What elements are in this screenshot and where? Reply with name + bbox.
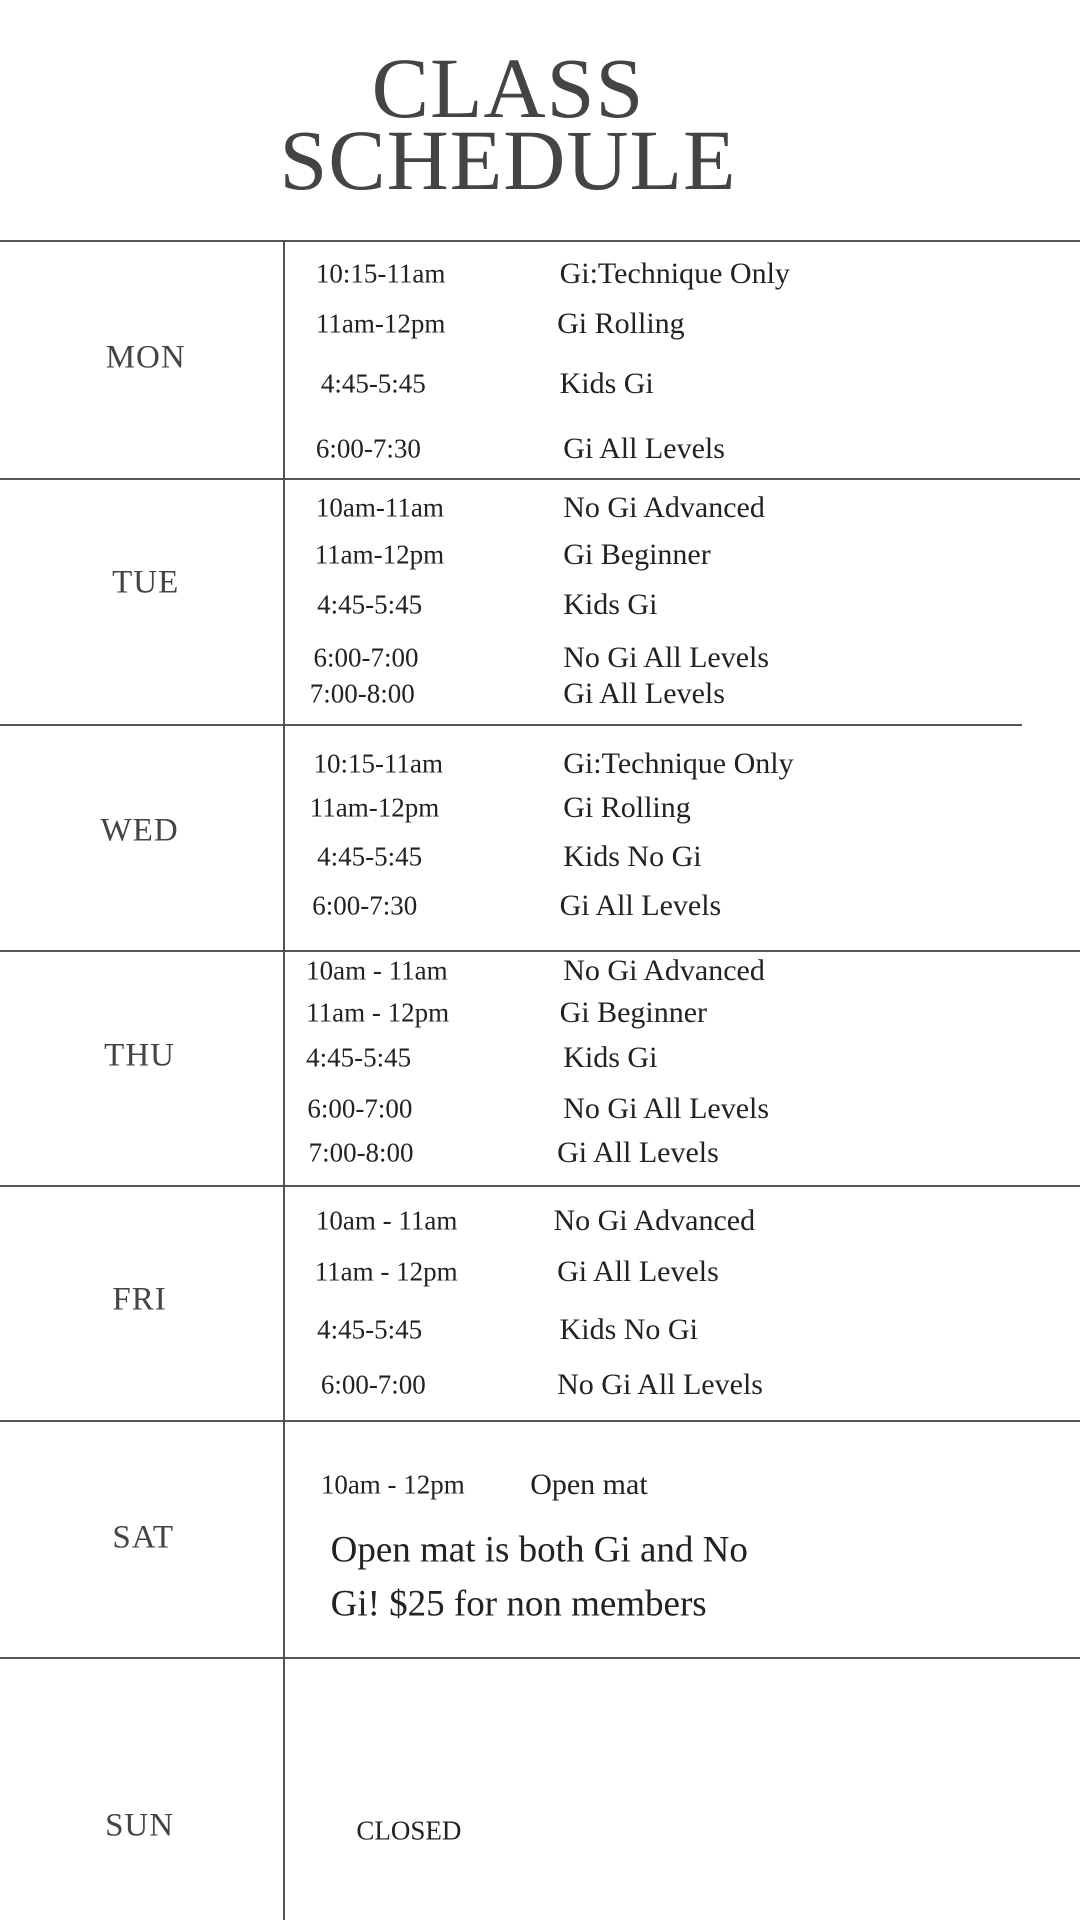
class-name: Gi Rolling — [557, 307, 685, 341]
day-label-fri: FRI — [112, 1281, 167, 1318]
class-time: 11am-12pm — [315, 308, 446, 339]
class-time: 7:00-8:00 — [309, 678, 415, 709]
day-label-sun: SUN — [105, 1807, 175, 1844]
class-time: 4:45-5:45 — [320, 368, 426, 399]
class-name: Kids No Gi — [563, 840, 702, 874]
class-name: No Gi Advanced — [553, 1203, 756, 1237]
class-time: 11am-12pm — [309, 792, 440, 823]
class-name: No Gi Advanced — [563, 954, 765, 988]
closed-status: CLOSED — [356, 1815, 462, 1846]
class-time: 10am - 11am — [315, 1205, 458, 1236]
class-time: 11am - 12pm — [306, 997, 450, 1028]
open-mat-note: Gi! $25 for non members — [330, 1583, 707, 1625]
class-time: 6:00-7:30 — [315, 433, 421, 464]
row-divider — [0, 1185, 1080, 1188]
class-name: Gi Beginner — [563, 537, 711, 571]
class-name: Kids Gi — [563, 1040, 658, 1074]
day-label-mon: MON — [105, 339, 186, 376]
class-time: 10am - 12pm — [320, 1469, 465, 1500]
class-time: 10:15-11am — [313, 748, 443, 779]
class-name: Gi All Levels — [557, 1136, 719, 1170]
class-name: Gi All Levels — [563, 432, 725, 466]
class-time: 4:45-5:45 — [317, 841, 423, 872]
title-line-2: SCHEDULE — [279, 112, 737, 208]
class-time: 10am - 11am — [306, 955, 448, 986]
class-name: Gi All Levels — [559, 889, 722, 923]
day-label-tue: TUE — [112, 564, 180, 601]
class-name: Gi:Technique Only — [563, 747, 794, 781]
class-name: Kids Gi — [563, 587, 658, 621]
row-divider — [0, 240, 1080, 242]
class-time: 6:00-7:00 — [320, 1369, 426, 1400]
class-time: 6:00-7:30 — [312, 890, 418, 921]
class-name: Gi:Technique Only — [559, 257, 790, 291]
row-divider — [0, 1420, 1080, 1423]
class-name: Gi Rolling — [563, 791, 691, 825]
day-label-wed: WED — [100, 812, 179, 849]
class-name: Kids Gi — [559, 367, 654, 401]
class-name: No Gi All Levels — [563, 1092, 770, 1126]
class-time: 11am - 12pm — [314, 1256, 458, 1287]
class-time: 7:00-8:00 — [308, 1137, 414, 1168]
open-mat-note: Open mat is both Gi and No — [330, 1529, 748, 1571]
class-name: Kids No Gi — [559, 1312, 698, 1346]
class-time: 4:45-5:45 — [317, 1314, 423, 1345]
class-time: 6:00-7:00 — [307, 1093, 413, 1124]
class-time: 4:45-5:45 — [317, 589, 423, 620]
class-name: Gi Beginner — [559, 995, 708, 1029]
class-name: Gi All Levels — [557, 1255, 719, 1289]
column-divider — [283, 240, 285, 1920]
class-time: 4:45-5:45 — [306, 1042, 412, 1073]
row-divider — [0, 477, 1080, 480]
day-label-thu: THU — [104, 1037, 175, 1073]
day-label-sat: SAT — [112, 1519, 175, 1556]
class-time: 10am-11am — [315, 492, 444, 523]
class-name: No Gi All Levels — [563, 640, 770, 674]
class-time: 10:15-11am — [315, 258, 446, 289]
class-time: 6:00-7:00 — [313, 642, 419, 673]
title-line-1: CLASS — [371, 40, 645, 136]
class-name: Open mat — [530, 1468, 648, 1502]
class-time: 11am-12pm — [314, 539, 445, 570]
class-name: Gi All Levels — [563, 677, 725, 711]
row-divider — [0, 950, 1080, 953]
class-name: No Gi Advanced — [563, 491, 765, 525]
row-divider — [0, 723, 1023, 726]
class-name: No Gi All Levels — [557, 1367, 763, 1401]
row-divider — [0, 1656, 1080, 1659]
